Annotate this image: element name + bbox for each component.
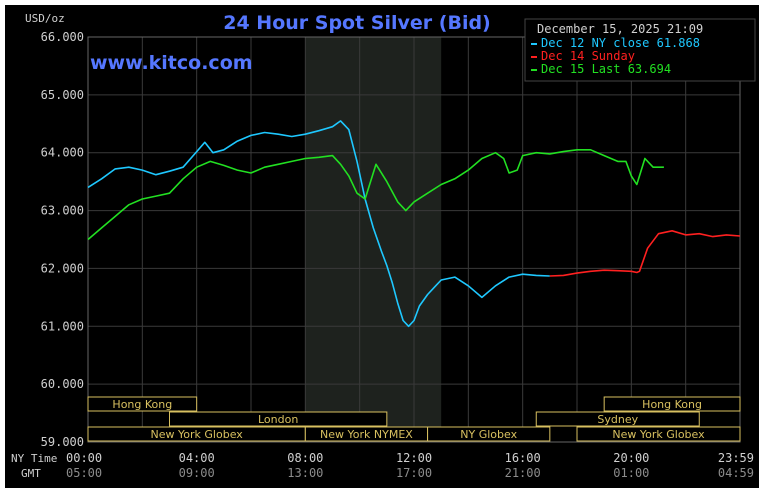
x-tick-label-gmt: 04:59 [718, 466, 754, 480]
legend-entry: Dec 12 NY close 61.868 [541, 36, 700, 50]
series-line [87, 149, 664, 241]
y-tick-label: 64.000 [41, 146, 84, 160]
legend-box [524, 18, 756, 82]
silver-chart: Hong Kong Hong Kong London Sydney New York G… [11, 12, 756, 480]
chart-timestamp: December 15, 2025 21:09 [537, 22, 703, 36]
y-tick-label: 65.000 [41, 88, 84, 102]
session-label: Hong Kong [112, 398, 172, 411]
series-line [87, 120, 550, 328]
y-tick-label: 59.000 [41, 435, 84, 449]
session-label: New York Globex [151, 428, 244, 441]
legend-entry: Dec 14 Sunday [541, 49, 635, 63]
x-tick-label-ny: 20:00 [613, 451, 649, 465]
legend-swatch [531, 69, 537, 71]
x-row-label-ny: NY Time [11, 452, 57, 465]
x-tick-label-ny: 04:00 [179, 451, 215, 465]
session-label: New York Globex [612, 428, 705, 441]
chart-frame: Hong Kong Hong Kong London Sydney New York G… [5, 5, 759, 488]
x-tick-label-gmt: 21:00 [505, 466, 541, 480]
session-box [576, 426, 741, 442]
series-line [549, 230, 741, 277]
session-label: Hong Kong [642, 398, 702, 411]
legend-entry: Dec 15 Last 63.694 [541, 62, 671, 76]
x-tick-label-ny: 12:00 [396, 451, 432, 465]
y-tick-label: 66.000 [41, 30, 84, 44]
x-tick-label-ny: 08:00 [287, 451, 323, 465]
x-tick-label-ny: 16:00 [505, 451, 541, 465]
session-box [169, 411, 388, 427]
legend-swatch [531, 43, 537, 45]
x-tick-label-gmt: 09:00 [179, 466, 215, 480]
x-tick-label-gmt: 01:00 [613, 466, 649, 480]
session-box [535, 411, 700, 427]
session-box [87, 396, 198, 412]
x-tick-label-ny: 23:59 [718, 451, 754, 465]
chart-title: 24 Hour Spot Silver (Bid) [223, 12, 490, 34]
watermark-text: www.kitco.com [90, 52, 253, 74]
session-label: Sydney [597, 413, 638, 426]
y-tick-label: 61.000 [41, 319, 84, 333]
session-label: New York NYMEX [320, 428, 413, 441]
x-tick-label-ny: 00:00 [66, 451, 102, 465]
x-tick-label-gmt: 05:00 [66, 466, 102, 480]
x-tick-label-gmt: 13:00 [287, 466, 323, 480]
y-tick-label: 60.000 [41, 377, 84, 391]
y-tick-label: 63.000 [41, 204, 84, 218]
x-row-label-gmt: GMT [21, 467, 41, 480]
y-tick-label: 62.000 [41, 261, 84, 275]
legend-swatch [531, 56, 537, 58]
nymex-hours-band [305, 37, 442, 442]
session-box [427, 426, 551, 442]
session-label: NY Globex [460, 428, 517, 441]
y-axis-unit-label: USD/oz [25, 12, 65, 25]
session-box [603, 396, 741, 412]
session-label: London [258, 413, 298, 426]
x-tick-label-gmt: 17:00 [396, 466, 432, 480]
